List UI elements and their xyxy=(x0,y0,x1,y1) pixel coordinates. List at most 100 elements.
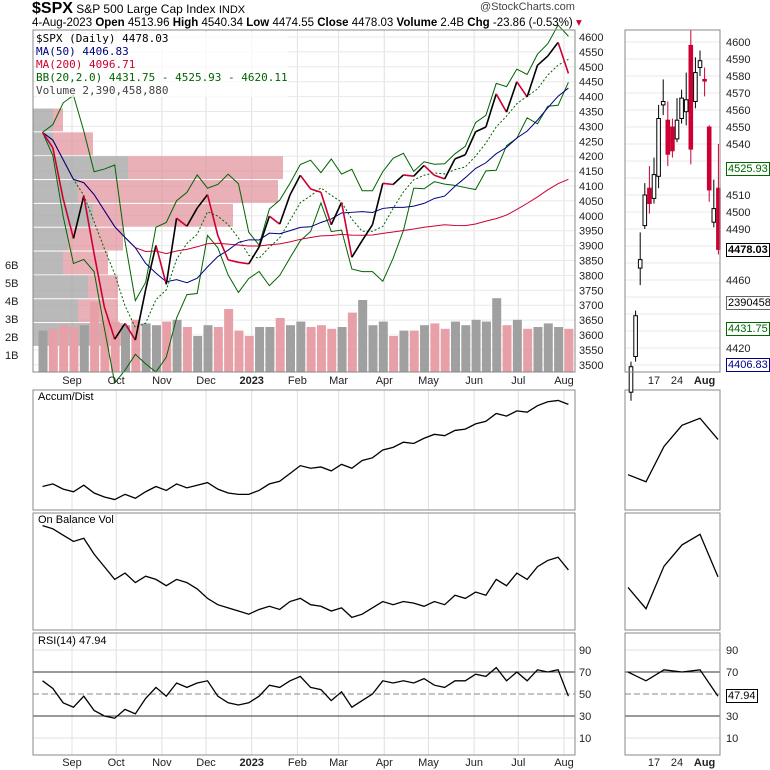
symbol: $SPX xyxy=(32,0,73,17)
x-tick-label-bottom: Feb xyxy=(288,757,307,769)
bb-lower-tag: 4431.75 xyxy=(726,322,770,336)
y-tick-label: 4300 xyxy=(579,121,603,133)
candle-body xyxy=(637,259,643,269)
price-segment xyxy=(454,153,466,160)
volume-bar xyxy=(59,325,69,372)
price-segment xyxy=(186,207,198,227)
price-panel-frame xyxy=(32,29,576,373)
y-tick-label: 4200 xyxy=(579,151,603,163)
price-segment xyxy=(299,174,312,190)
price-segment xyxy=(206,194,219,236)
candle-body xyxy=(642,194,648,227)
detail-y-tick-label: 4500 xyxy=(726,207,750,219)
y-tick-label: 4250 xyxy=(579,136,603,148)
indicator-detail-frame xyxy=(624,632,721,756)
volume-tag: 2390458 xyxy=(726,296,770,310)
volume-bar xyxy=(316,325,326,372)
price-segment xyxy=(382,182,394,186)
y-tick-label: 4600 xyxy=(579,32,603,44)
price-segment xyxy=(320,192,333,225)
detail-y-tick-label: 4550 xyxy=(726,122,750,134)
volume-bar xyxy=(286,325,296,372)
detail-y-tick-label: 4570 xyxy=(726,88,750,100)
y-tick-label: 3650 xyxy=(579,315,603,327)
volume-bar xyxy=(399,330,409,372)
index-name: S&P 500 Large Cap Index xyxy=(76,2,216,16)
price-segment xyxy=(165,218,178,285)
detail-y-tick-label: 4460 xyxy=(726,275,750,287)
price-segment xyxy=(434,174,445,180)
legend-price: $SPX (Daily) 4478.03 xyxy=(36,32,169,45)
volume-bar xyxy=(564,328,574,372)
volume-bar xyxy=(141,323,151,372)
quote-line: 4-Aug-2023 Open 4513.96 High 4540.34 Low… xyxy=(32,17,582,30)
y-tick-label: 4350 xyxy=(579,107,603,119)
price-segment xyxy=(258,215,271,248)
volume-bar xyxy=(182,327,192,372)
price-segment xyxy=(392,174,404,186)
volume-by-price-up xyxy=(33,180,78,203)
x-tick-label: Dec xyxy=(196,375,216,387)
volume-tick-label: 5B xyxy=(5,278,18,290)
x-tick-label-bottom: Oct xyxy=(108,757,125,769)
y-tick-label: 3700 xyxy=(579,300,603,312)
x-tick-label: Apr xyxy=(376,375,393,387)
y-tick-label: 3550 xyxy=(579,345,603,357)
indicator-panel-frame xyxy=(32,389,576,511)
rsi-tick-label: 50 xyxy=(579,689,591,701)
price-segment xyxy=(238,261,249,265)
x-tick-label-bottom: Aug xyxy=(554,757,574,769)
price-segment xyxy=(475,126,487,133)
detail-x-tick-label: 24 xyxy=(671,375,683,387)
price-segment xyxy=(72,195,85,239)
volume-by-price-up xyxy=(33,227,68,251)
volume-bar xyxy=(327,328,337,372)
rsi-tick-label-detail: 90 xyxy=(726,645,738,657)
down-arrow-icon: ▾ xyxy=(575,17,582,29)
volume-by-price-up xyxy=(33,156,128,180)
price-segment xyxy=(547,41,559,57)
legend-bb: BB(20,2.0) 4431.75 - 4525.93 - 4620.11 xyxy=(36,71,288,84)
detail-y-tick-label: 4540 xyxy=(726,139,750,151)
candle-body xyxy=(688,44,694,150)
detail-x-tick-label-bottom: 17 xyxy=(648,757,660,769)
volume-bar xyxy=(48,328,58,372)
x-tick-label: 2023 xyxy=(239,375,263,387)
price-segment xyxy=(330,202,343,226)
close-label: Close xyxy=(317,17,349,29)
x-tick-label-bottom: 2023 xyxy=(239,757,263,769)
price-segment xyxy=(41,131,54,149)
legend-volume: Volume 2,390,458,880 xyxy=(36,84,169,97)
candle-body xyxy=(702,78,707,82)
volume-value: 2.4B xyxy=(440,17,465,29)
volume-bar xyxy=(430,323,440,372)
price-segment xyxy=(505,81,518,113)
price-segment xyxy=(526,65,539,98)
price-segment xyxy=(289,174,302,196)
obv-label: On Balance Vol xyxy=(38,514,114,526)
volume-bar xyxy=(409,330,419,372)
y-tick-label: 4450 xyxy=(579,77,603,89)
x-tick-label: May xyxy=(418,375,439,387)
volume-bar xyxy=(523,328,533,372)
open-value: 4513.96 xyxy=(127,17,170,29)
indicator-detail-frame xyxy=(624,389,721,511)
indicator-line-2 xyxy=(42,399,569,501)
y-tick-label: 4400 xyxy=(579,92,603,104)
indicator-line-4 xyxy=(42,666,570,719)
rsi-tick-label-detail: 10 xyxy=(726,733,738,745)
close-value: 4478.03 xyxy=(351,17,394,29)
price-segment xyxy=(340,202,353,258)
detail-x-tick-label: Aug xyxy=(694,375,715,387)
volume-by-price-up xyxy=(33,275,88,299)
volume-by-price-up xyxy=(33,132,53,156)
candle-body xyxy=(706,126,712,191)
price-segment xyxy=(443,158,456,180)
volume-label: Volume xyxy=(396,17,438,29)
candle-body xyxy=(670,126,675,152)
candle-body xyxy=(651,174,657,199)
indicator-detail-line-2 xyxy=(627,417,719,483)
x-tick-label: Feb xyxy=(288,375,307,387)
x-tick-label-bottom: Jul xyxy=(511,757,525,769)
